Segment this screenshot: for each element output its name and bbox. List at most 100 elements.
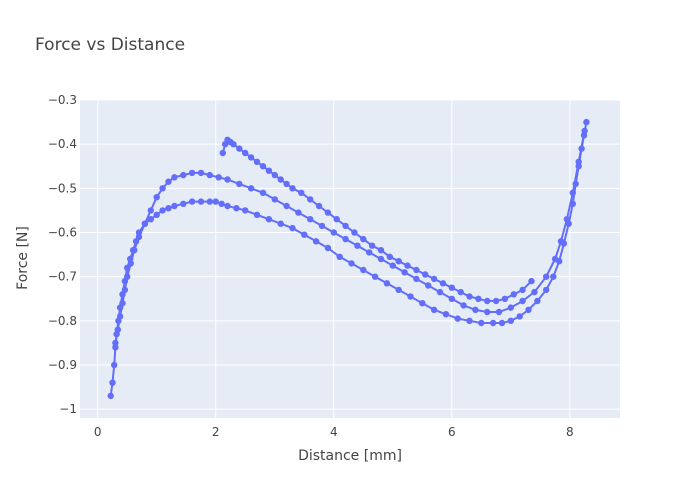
data-point (395, 258, 402, 265)
data-point (219, 149, 226, 157)
data-point (516, 313, 523, 320)
data-point (550, 273, 557, 280)
data-point (135, 233, 143, 241)
data-point (448, 284, 455, 291)
data-point (422, 271, 429, 278)
data-point (324, 244, 332, 252)
data-point (159, 185, 166, 192)
data-point (413, 275, 420, 283)
data-point (188, 169, 196, 177)
data-point (111, 361, 118, 369)
data-point (457, 288, 464, 296)
x-tick-label: 0 (94, 425, 102, 439)
data-point (460, 302, 467, 309)
data-point (484, 308, 491, 316)
data-point (404, 262, 411, 269)
data-point (454, 315, 461, 322)
data-point (466, 317, 473, 324)
data-point (253, 211, 261, 218)
data-point (147, 216, 154, 223)
data-point (247, 154, 255, 161)
data-point (401, 269, 408, 276)
data-point (298, 189, 305, 196)
data-point (109, 379, 116, 386)
data-point (330, 229, 337, 236)
data-point (336, 253, 343, 260)
data-point (277, 220, 284, 227)
data-point (389, 262, 396, 269)
data-point (165, 205, 172, 212)
data-point (333, 216, 340, 223)
y-axis-title: Force [N] (15, 226, 31, 290)
data-point (147, 207, 154, 214)
data-point (121, 286, 129, 294)
data-point (197, 169, 205, 177)
data-point (236, 180, 243, 188)
data-point (583, 118, 590, 126)
data-point (224, 176, 231, 183)
y-tick-label: −0.4 (48, 137, 77, 151)
y-tick-label: −0.7 (48, 270, 77, 284)
data-point (395, 286, 402, 294)
data-point (206, 198, 213, 205)
data-point (519, 286, 526, 294)
data-point (507, 317, 514, 324)
data-point (165, 178, 172, 185)
data-point (442, 311, 450, 318)
data-point (478, 319, 485, 327)
data-point (289, 224, 296, 232)
data-point (413, 266, 420, 274)
data-point (116, 313, 124, 320)
data-point (368, 242, 376, 249)
data-point (247, 185, 255, 192)
data-point (124, 273, 131, 280)
data-point (534, 297, 541, 305)
y-tick-label: −0.6 (48, 226, 77, 240)
x-tick-label: 2 (212, 425, 220, 439)
data-point (236, 145, 243, 152)
data-point (307, 196, 314, 203)
data-point (466, 293, 473, 300)
x-tick-label: 6 (448, 425, 456, 439)
data-point (230, 141, 237, 148)
y-tick-label: −0.8 (48, 314, 77, 328)
data-point (377, 255, 385, 263)
data-point (312, 238, 320, 245)
series-2 (219, 136, 535, 305)
chart-title: Force vs Distance (35, 35, 185, 55)
data-point (507, 304, 514, 311)
data-point (153, 211, 160, 218)
data-point (563, 216, 571, 223)
data-point (107, 392, 114, 400)
data-point (519, 297, 526, 305)
data-point (569, 189, 576, 196)
data-point (351, 229, 358, 236)
data-point (212, 198, 219, 205)
data-point (289, 185, 296, 192)
data-point (119, 300, 126, 307)
y-tick-label: −0.9 (48, 358, 77, 372)
data-point (377, 247, 385, 254)
data-point (366, 249, 373, 256)
data-point (528, 277, 535, 285)
data-point (159, 207, 166, 214)
y-tick-label: −0.5 (48, 181, 77, 195)
data-point (283, 202, 290, 210)
data-point (218, 200, 225, 207)
data-point (171, 202, 178, 210)
data-point (318, 222, 326, 230)
data-point (301, 231, 308, 238)
data-point (501, 295, 509, 302)
data-point (242, 207, 249, 214)
data-point (551, 255, 559, 263)
x-axis-title: Distance [mm] (298, 448, 402, 464)
data-point (430, 275, 438, 283)
data-point (283, 180, 290, 188)
data-point (484, 297, 491, 305)
data-point (141, 220, 149, 227)
y-tick-label: −1 (59, 402, 77, 416)
data-point (215, 174, 222, 181)
data-point (259, 163, 267, 170)
